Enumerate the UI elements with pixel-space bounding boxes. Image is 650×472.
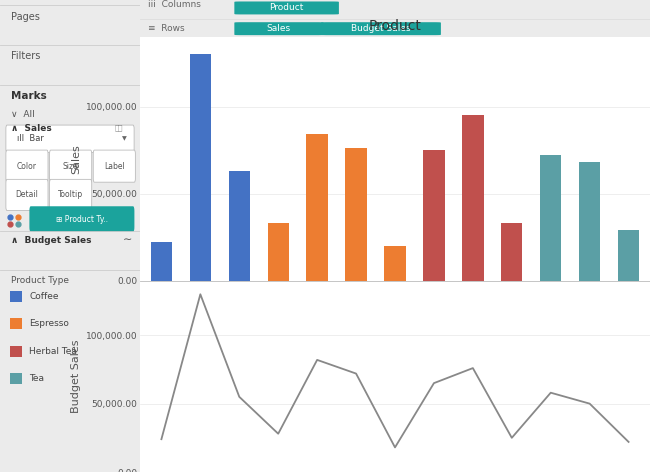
FancyBboxPatch shape bbox=[6, 150, 48, 182]
Text: ⦺⦺: ⦺⦺ bbox=[115, 124, 124, 131]
Bar bbox=[462, 115, 484, 280]
Bar bbox=[190, 54, 211, 280]
Text: Product Type: Product Type bbox=[11, 276, 69, 285]
Bar bbox=[10, 318, 22, 329]
FancyBboxPatch shape bbox=[49, 179, 92, 211]
Bar bbox=[10, 373, 22, 384]
Y-axis label: Budget Sales: Budget Sales bbox=[72, 339, 81, 413]
Text: Color: Color bbox=[17, 161, 37, 171]
Bar bbox=[10, 291, 22, 302]
FancyBboxPatch shape bbox=[6, 179, 48, 211]
Text: Tea: Tea bbox=[29, 374, 44, 383]
Bar bbox=[618, 230, 640, 280]
FancyBboxPatch shape bbox=[29, 206, 135, 232]
Bar bbox=[423, 150, 445, 280]
Text: Herbal Tea: Herbal Tea bbox=[29, 346, 77, 356]
Text: ∧  Budget Sales: ∧ Budget Sales bbox=[11, 236, 92, 245]
Bar bbox=[268, 223, 289, 280]
Text: Filters: Filters bbox=[11, 51, 40, 60]
FancyBboxPatch shape bbox=[321, 22, 441, 35]
Y-axis label: Sales: Sales bbox=[72, 144, 81, 174]
FancyBboxPatch shape bbox=[49, 150, 92, 182]
Text: Sales: Sales bbox=[266, 24, 291, 33]
Text: Product: Product bbox=[269, 3, 304, 12]
FancyBboxPatch shape bbox=[235, 22, 324, 35]
Text: ≡  Rows: ≡ Rows bbox=[148, 25, 185, 34]
Text: ⊞ Product Ty..: ⊞ Product Ty.. bbox=[56, 214, 108, 224]
Text: ▼: ▼ bbox=[122, 136, 127, 141]
Bar bbox=[151, 242, 172, 280]
Bar bbox=[384, 246, 406, 280]
Text: Budget Sales: Budget Sales bbox=[351, 24, 411, 33]
Text: ∼: ∼ bbox=[124, 235, 133, 245]
FancyBboxPatch shape bbox=[235, 1, 339, 15]
Text: ∨  All: ∨ All bbox=[11, 110, 35, 119]
Bar bbox=[540, 155, 562, 280]
Text: Size: Size bbox=[62, 161, 79, 171]
Text: Label: Label bbox=[104, 161, 125, 171]
Bar bbox=[229, 171, 250, 280]
Bar bbox=[579, 162, 601, 280]
FancyBboxPatch shape bbox=[93, 150, 135, 182]
FancyBboxPatch shape bbox=[6, 125, 134, 152]
Bar bbox=[10, 346, 22, 357]
Text: Tooltip: Tooltip bbox=[58, 190, 83, 200]
Text: ıll  Bar: ıll Bar bbox=[17, 134, 44, 143]
Title: Product: Product bbox=[369, 19, 421, 33]
Text: Pages: Pages bbox=[11, 12, 40, 22]
Text: Detail: Detail bbox=[16, 190, 38, 200]
Text: Coffee: Coffee bbox=[29, 292, 59, 301]
Text: Marks: Marks bbox=[11, 91, 47, 101]
Text: ∧  Sales: ∧ Sales bbox=[11, 124, 52, 133]
Text: iii  Columns: iii Columns bbox=[148, 0, 200, 9]
Bar bbox=[306, 135, 328, 280]
Bar bbox=[501, 223, 523, 280]
Text: Espresso: Espresso bbox=[29, 319, 70, 329]
Bar bbox=[345, 148, 367, 280]
